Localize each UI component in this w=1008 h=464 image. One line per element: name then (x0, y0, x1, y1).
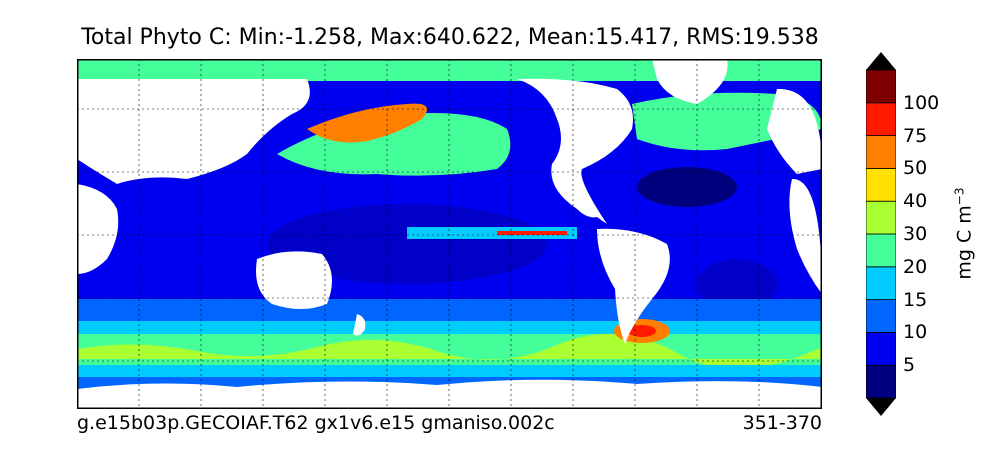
graticule (77, 59, 822, 409)
colorbar-unit-base: mg C m (953, 205, 976, 280)
colorbar-tick-label: 40 (903, 190, 928, 213)
land-africa (77, 184, 119, 274)
land-north-america (517, 78, 633, 224)
land-africa-east (789, 178, 822, 294)
colorbar-tick-label: 20 (903, 255, 928, 278)
band-south-4 (77, 365, 822, 379)
colorbar-unit: mg C m−3 (952, 188, 975, 280)
colorbar-segment (866, 331, 896, 366)
land-australia (256, 251, 332, 309)
colorbar-segment (866, 233, 896, 268)
colorbar-tick-label: 50 (903, 157, 928, 180)
colorbar (866, 52, 896, 416)
colorbar-segment (866, 69, 896, 104)
colorbar-tick-label: 75 (903, 124, 928, 147)
colorbar-tick-label: 100 (903, 91, 940, 114)
map-title: Total Phyto C: Min:-1.258, Max:640.622, … (81, 25, 819, 50)
land-south-america (597, 228, 670, 344)
land-greenland (652, 59, 728, 104)
gyre-npac (267, 204, 547, 284)
equator-core (497, 231, 567, 235)
colorbar-tick-label: 10 (903, 321, 928, 344)
land-europe (767, 88, 822, 174)
year-range: 351-370 (742, 412, 822, 434)
colorbar-segment (866, 168, 896, 202)
colorbar-extend-max (866, 52, 896, 70)
map-frame (77, 59, 822, 409)
gyre-natl (637, 167, 737, 207)
colorbar-tick-label: 15 (903, 288, 928, 311)
ocean-map (77, 59, 822, 409)
colorbar-extend-min (866, 398, 896, 416)
colorbar-unit-exponent: −3 (952, 187, 967, 206)
land-antarctica (77, 379, 822, 409)
land-eurasia (77, 79, 310, 184)
gyre-satl (697, 259, 777, 309)
land-new-zealand (353, 314, 366, 336)
colorbar-segment (866, 364, 896, 399)
npac-orange (307, 103, 427, 143)
colorbar-segment (866, 200, 896, 235)
equator-band (407, 227, 577, 239)
colorbar-segment (866, 266, 896, 301)
colorbar-tick-label: 5 (903, 354, 916, 377)
colorbar-tick-label: 30 (903, 223, 928, 245)
colorbar-segment (866, 102, 896, 136)
colorbar-segment (866, 135, 896, 169)
case-name: g.e15b03p.GECOIAF.T62 gx1v6.e15 gmaniso.… (77, 412, 555, 434)
colorbar-segment (866, 299, 896, 333)
